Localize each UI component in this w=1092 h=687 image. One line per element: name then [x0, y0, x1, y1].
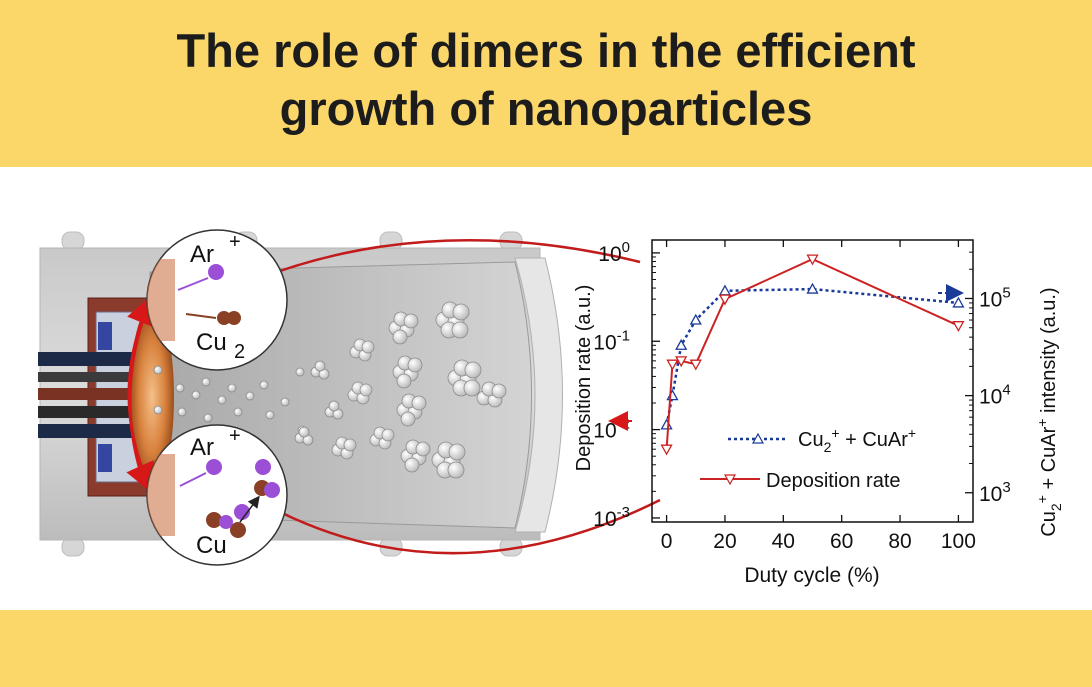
x-tick-label: 60 [830, 530, 853, 553]
x-tick-label: 80 [888, 530, 911, 553]
axis-layer: 0 20 40 60 80 100 100 10-1 10-2 10-3 105 104 103 [593, 239, 1010, 553]
data-point-deposition [660, 444, 673, 456]
ion-charge-bottom: + [229, 425, 241, 447]
data-point-intensity [718, 284, 732, 296]
bottom-banner [0, 610, 1092, 687]
nanoparticle-clusters [294, 301, 507, 479]
data-point-deposition [689, 359, 702, 371]
series-layer [660, 254, 965, 456]
y-axis-label-right: Cu2+ + CuAr+ intensity (a.u.) [1034, 287, 1064, 536]
chart: 0 20 40 60 80 100 100 10-1 10-2 10-3 105 104 103 Dep… [573, 239, 1064, 587]
y-left-tick-label: 10-3 [593, 504, 630, 531]
magnifier-monomer: Ar + Cu [146, 424, 288, 566]
data-point-deposition [952, 321, 965, 333]
title-line-2: growth of nanoparticles [279, 82, 813, 135]
argon-ion-3 [264, 482, 280, 498]
data-point-deposition [666, 359, 679, 371]
data-point-intensity [666, 389, 679, 401]
y-right-tick-label: 103 [979, 479, 1011, 506]
x-tick-label: 0 [661, 530, 673, 553]
legend-entry-intensity: Cu2+ + CuAr+ [798, 425, 916, 455]
legend-marker-intensity [751, 432, 765, 444]
x-tick-label: 40 [772, 530, 795, 553]
copper-atom-2 [206, 512, 222, 528]
ion-label-bottom: Ar [190, 434, 214, 461]
legend: Cu2+ + CuAr+ Deposition rate [700, 425, 916, 492]
data-point-deposition [806, 254, 819, 266]
x-tick-label: 100 [941, 530, 976, 553]
dimer-subscript: 2 [234, 341, 245, 363]
connector-bottom [279, 498, 661, 555]
y-right-tick-label: 105 [979, 284, 1011, 311]
data-point-deposition [675, 356, 688, 368]
red-arrow-up [127, 294, 156, 489]
argon-ion-bottom [206, 459, 222, 475]
copper-dimer-atom-1 [217, 311, 231, 325]
ion-label-top: Ar [190, 241, 214, 268]
legend-marker-deposition [723, 474, 737, 486]
ion-charge-top: + [229, 231, 241, 253]
x-tick-label: 20 [713, 530, 736, 553]
y-left-tick-label: 10-1 [593, 327, 630, 354]
data-point-intensity [660, 418, 673, 430]
page-title: The role of dimers in the efficient grow… [0, 22, 1092, 138]
data-point-intensity [689, 313, 702, 325]
argon-ion-4 [234, 504, 250, 520]
y-left-tick-label: 100 [598, 239, 630, 266]
dimer-label: Cu [196, 329, 227, 356]
title-banner [0, 0, 1092, 167]
data-point-intensity [806, 282, 819, 294]
magnifier-dimer: Ar + Cu 2 [146, 229, 288, 371]
data-point-intensity [952, 296, 965, 308]
y-right-tick-label: 104 [979, 382, 1011, 409]
y-left-tick-label: 10-2 [593, 416, 630, 443]
connector-top [249, 238, 641, 284]
x-axis-label: Duty cycle (%) [744, 564, 879, 587]
series-line-intensity [665, 287, 959, 426]
chamber-illustration: Ar + Cu 2 Ar + Cu [38, 229, 661, 566]
copper-atom-3 [230, 522, 246, 538]
monomer-label: Cu [196, 532, 227, 559]
argon-ion-top [208, 264, 224, 280]
argon-ion-5 [219, 515, 233, 529]
argon-ion-2 [255, 459, 271, 475]
y-axis-label-left: Deposition rate (a.u.) [573, 285, 595, 472]
plot-area [651, 239, 974, 523]
title-line-1: The role of dimers in the efficient [176, 24, 916, 77]
data-point-deposition [718, 294, 732, 306]
copper-dimer-atom-2 [227, 311, 241, 325]
data-point-intensity [675, 338, 688, 350]
legend-entry-deposition: Deposition rate [766, 470, 901, 492]
